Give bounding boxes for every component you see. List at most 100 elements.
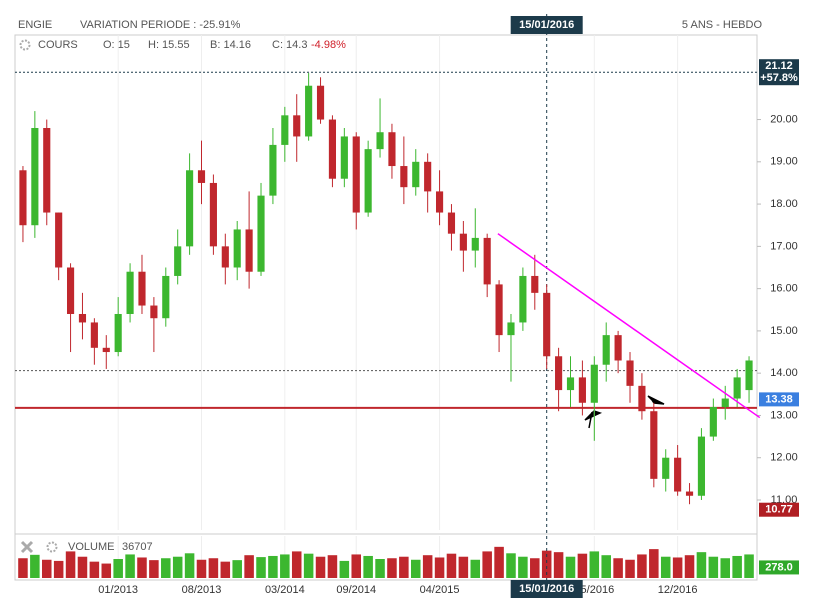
x-tick-label: 01/2013 xyxy=(98,584,138,596)
candle-body xyxy=(186,170,194,247)
volume-bar xyxy=(720,558,731,578)
x-tick-label: 12/2016 xyxy=(658,584,698,596)
y-tick-label: 14.00 xyxy=(770,367,798,379)
open-label: O: 15 xyxy=(103,39,130,51)
volume-bar xyxy=(268,555,278,578)
candle-body xyxy=(459,233,467,251)
candle-body xyxy=(507,322,515,336)
settings-icon[interactable] xyxy=(46,541,58,553)
candle-body xyxy=(55,212,63,268)
volume-bar xyxy=(18,558,28,578)
volume-bar xyxy=(30,554,40,578)
crosshair-badge xyxy=(510,16,583,34)
y-tick-label: 12.00 xyxy=(770,452,798,464)
volume-last: 36707 xyxy=(122,541,153,553)
volume-bar xyxy=(137,557,147,578)
x-tick-label: 09/2014 xyxy=(336,584,376,596)
candle-body xyxy=(531,275,539,293)
candle-body xyxy=(257,195,265,272)
candle-body xyxy=(614,335,622,361)
volume-bar xyxy=(220,561,231,578)
volume-bar xyxy=(660,556,671,578)
candle-body xyxy=(400,166,408,188)
candle-body xyxy=(328,119,337,179)
volume-bar xyxy=(256,557,266,578)
level-badge-label: 13.38 xyxy=(765,393,793,405)
volume-bar xyxy=(101,563,112,578)
volume-bar xyxy=(577,553,588,578)
y-tick-label: 20.00 xyxy=(770,113,798,125)
volume-bar xyxy=(696,552,707,578)
x-tick-label: 05/2016 xyxy=(574,584,614,596)
volume-bar xyxy=(446,553,457,578)
volume-bar xyxy=(280,554,290,578)
volume-bar xyxy=(530,558,540,578)
volume-bar xyxy=(375,559,385,578)
candle-body xyxy=(43,127,51,213)
volume-bar xyxy=(422,555,433,578)
volume-bar xyxy=(672,557,683,578)
volume-bar xyxy=(494,546,504,578)
volume-bar xyxy=(744,554,754,578)
candle-body xyxy=(376,132,384,150)
candle-body xyxy=(114,313,122,353)
candle-body xyxy=(66,267,75,314)
candle-body xyxy=(281,115,289,145)
change-label: -4.98% xyxy=(311,39,346,51)
volume-bar xyxy=(184,553,195,578)
candle-body xyxy=(150,305,158,319)
volume-bar xyxy=(113,559,123,578)
candle-body xyxy=(447,212,456,234)
series-name: COURS xyxy=(38,39,78,51)
volume-bar xyxy=(196,559,207,578)
volume-bar xyxy=(351,554,362,578)
candle-body xyxy=(78,313,87,323)
candle-body xyxy=(138,271,146,306)
volume-bar xyxy=(244,555,254,578)
volume-bar xyxy=(613,558,623,578)
volume-bar xyxy=(410,559,421,578)
period: 5 ANS - HEBDO xyxy=(682,19,763,31)
candle-body xyxy=(543,292,551,357)
trendline xyxy=(497,233,761,419)
candle-body xyxy=(697,436,706,496)
candle-body xyxy=(638,385,646,412)
candle-body xyxy=(519,275,527,323)
arrow-annotation xyxy=(584,410,603,429)
settings-icon[interactable] xyxy=(19,39,31,51)
volume-bar xyxy=(208,558,219,578)
candle-body xyxy=(555,356,563,391)
volume-bar xyxy=(161,558,171,578)
candle-body xyxy=(471,237,479,251)
level-badge-label: 21.12 xyxy=(765,60,793,72)
close-icon[interactable] xyxy=(20,540,34,554)
symbol: ENGIE xyxy=(18,19,52,31)
volume-bar xyxy=(601,555,611,578)
candle-body xyxy=(197,170,206,183)
candle-body xyxy=(269,144,277,196)
volume-bar xyxy=(172,556,183,578)
candle-body xyxy=(424,161,432,192)
level-badge-label: 10.77 xyxy=(765,504,793,516)
volume-bar xyxy=(708,556,719,578)
volume-bar xyxy=(506,553,516,578)
volume-bar xyxy=(53,560,64,578)
volume-bar xyxy=(434,557,445,578)
candle-body xyxy=(674,457,682,492)
candle-body xyxy=(364,149,372,213)
volume-bar xyxy=(684,555,695,578)
volume-bar xyxy=(65,551,76,578)
candle-body xyxy=(233,229,241,268)
candle-body xyxy=(745,360,753,391)
volume-bar xyxy=(77,556,88,578)
low-label: B: 14.16 xyxy=(210,39,251,51)
candle-body xyxy=(412,161,420,188)
volume-bar xyxy=(327,555,338,578)
plot-frame xyxy=(14,34,758,581)
crosshair-badge xyxy=(510,580,583,598)
volume-bar xyxy=(232,560,242,578)
level-badge xyxy=(759,392,799,407)
volume-bar xyxy=(649,549,659,578)
candle-body xyxy=(102,347,110,353)
